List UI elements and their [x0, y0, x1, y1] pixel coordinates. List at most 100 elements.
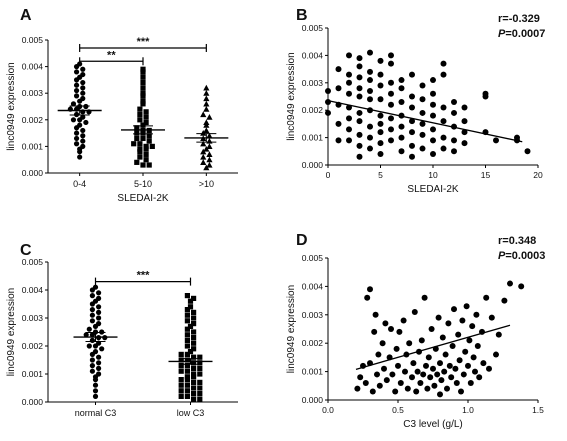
panel-a-y-tick-label: 0.004: [22, 62, 44, 72]
panel-a-point: [143, 143, 149, 149]
panel-c-point: [89, 318, 95, 324]
panel-d-y-tick-label: 0.003: [302, 310, 324, 320]
panel-d-point: [411, 308, 418, 315]
panel-d-point: [444, 385, 450, 392]
panel-c-point: [96, 360, 102, 366]
panel-c-y-tick-label: 0.002: [22, 341, 44, 351]
panel-c-point: [92, 393, 99, 399]
panel-d-point: [357, 374, 364, 381]
panel-d-point: [413, 388, 420, 395]
panel-a-point: [137, 141, 143, 147]
panel-b-point: [430, 112, 436, 119]
panel-c-category-label: low C3: [177, 408, 205, 418]
panel-a-point: [146, 133, 152, 139]
panel-a-point: [143, 119, 149, 126]
panel-c-point: [89, 363, 95, 369]
panel-b-point: [367, 96, 373, 103]
panel-a-point: [140, 101, 146, 107]
panel-a-point: [206, 143, 213, 149]
panel-b-point: [398, 134, 405, 141]
panel-b-point: [356, 142, 363, 149]
panel-c-point: [99, 329, 105, 335]
panel-a-point: [146, 162, 152, 168]
panel-c-point: [178, 377, 184, 383]
panel-d-point: [446, 362, 453, 369]
panel-b-point: [409, 118, 415, 125]
panel-d-point: [409, 374, 415, 381]
panel-b-point: [346, 52, 352, 59]
panel-b-point: [377, 129, 384, 136]
panel-a-point: [206, 151, 213, 157]
panel-a-point: [143, 157, 149, 163]
panel-a-point: [134, 130, 140, 136]
panel-c-point: [197, 371, 203, 377]
panel-c-point: [96, 290, 102, 296]
panel-b-x-tick-label: 5: [378, 170, 383, 180]
panel-c-point: [197, 396, 203, 402]
panel-b-point: [419, 109, 426, 116]
panel-d-point: [404, 385, 411, 392]
panel-c-point: [191, 295, 197, 301]
panel-d-point: [425, 354, 432, 361]
panel-c-point: [191, 391, 197, 397]
panel-b-p-number: =0.0007: [505, 28, 545, 40]
panel-c-y-axis-title: linc0949 expression: [6, 288, 17, 376]
panel-b-point: [398, 77, 405, 84]
panel-d-point: [376, 382, 383, 389]
panel-a-y-tick-label: 0.003: [22, 88, 44, 98]
panel-b-point: [346, 79, 352, 86]
panel-b-y-tick-label: 0.000: [302, 160, 324, 170]
panel-c-point: [191, 354, 197, 360]
panel-b-point: [419, 145, 426, 152]
panel-d-point: [396, 328, 403, 335]
panel-a-point: [143, 109, 149, 115]
panel-b-point: [398, 123, 405, 130]
panel-d-point: [448, 374, 455, 381]
panel-d-point: [453, 379, 460, 386]
panel-d-point: [371, 328, 378, 335]
panel-b-point: [440, 71, 447, 78]
panel-c-point: [191, 321, 197, 327]
panel-c-point: [178, 382, 184, 388]
panel-b-point: [388, 137, 394, 144]
panel-c-point: [83, 332, 89, 338]
panel-c-point: [89, 307, 95, 313]
panel-d-point: [495, 331, 502, 338]
panel-b-point: [356, 55, 363, 62]
panel-c-point: [86, 326, 92, 332]
panel-d-point: [458, 388, 464, 395]
panel-d-point: [463, 303, 470, 310]
panel-c-point: [86, 343, 92, 349]
panel-b-point: [388, 126, 394, 133]
panel-a-point: [200, 111, 207, 118]
panel-d-point: [488, 314, 495, 321]
panel-d-y-tick-label: 0.001: [302, 367, 324, 377]
panel-c-y-tick-label: 0.004: [22, 285, 44, 295]
panel-b-point: [356, 131, 363, 138]
panel-a-point: [80, 66, 86, 72]
panel-b-point: [398, 148, 405, 155]
panel-b-point: [451, 148, 457, 155]
panel-b-x-tick-label: 10: [428, 170, 438, 180]
panel-d-point: [410, 360, 417, 367]
panel-b-point: [367, 145, 373, 152]
panel-b-point: [388, 90, 394, 97]
panel-d-point: [389, 371, 396, 378]
panel-c-point: [187, 304, 194, 310]
panel-d-point: [483, 294, 490, 301]
panel-a-point: [73, 93, 80, 99]
panel-a-category-label: >10: [199, 179, 214, 189]
panel-d-point: [382, 320, 389, 327]
panel-b-point: [377, 57, 384, 64]
panel-a-point: [134, 125, 140, 131]
panel-b-y-tick-label: 0.001: [302, 133, 324, 143]
panel-c-point: [184, 393, 190, 399]
panel-c-point: [184, 326, 190, 332]
panel-c-point: [191, 329, 197, 335]
panel-a-point: [140, 162, 146, 168]
panel-d-p-value: P=0.0003: [498, 250, 545, 262]
panel-a-point: [73, 69, 80, 75]
panel-a-point: [140, 69, 146, 75]
panel-c-category-label: normal C3: [75, 408, 117, 418]
